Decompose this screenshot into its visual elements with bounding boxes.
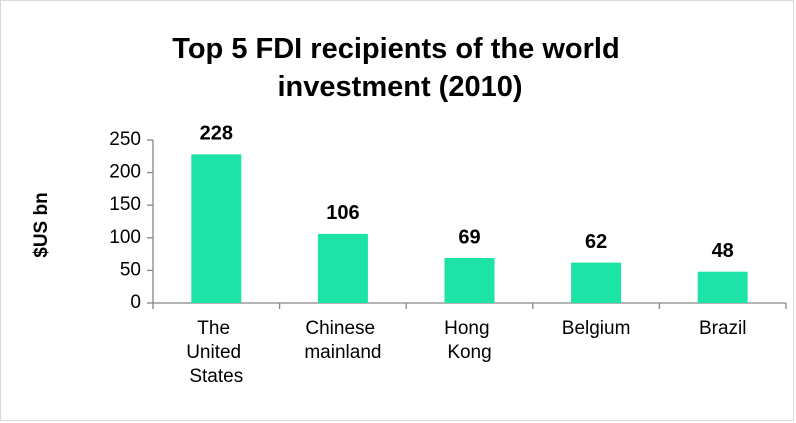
x-tick-label: Belgium (562, 318, 631, 339)
x-tick-label: The United States (186, 318, 246, 387)
y-tick-label: 250 (109, 129, 141, 150)
y-tick-label: 0 (130, 292, 141, 313)
value-label: 62 (585, 231, 607, 253)
value-label: 69 (458, 226, 480, 248)
x-tick-label: Hong Kong (444, 318, 495, 363)
y-tick-label: 50 (120, 259, 141, 280)
value-label: 228 (200, 123, 233, 145)
bar (571, 262, 622, 303)
value-label: 48 (712, 240, 734, 262)
bar (444, 258, 495, 303)
bar (317, 233, 368, 303)
chart-title: Top 5 FDI recipients of the world invest… (172, 33, 627, 103)
y-axis-label: $US bn (31, 192, 52, 257)
bar (191, 154, 242, 303)
x-tick-label: Brazil (699, 318, 747, 339)
y-tick-label: 100 (109, 227, 141, 248)
value-label: 106 (326, 202, 359, 224)
bar (697, 271, 748, 303)
x-tick-label: Chinese mainland (304, 318, 381, 363)
y-tick-label: 150 (109, 194, 141, 215)
y-tick-label: 200 (109, 162, 141, 183)
